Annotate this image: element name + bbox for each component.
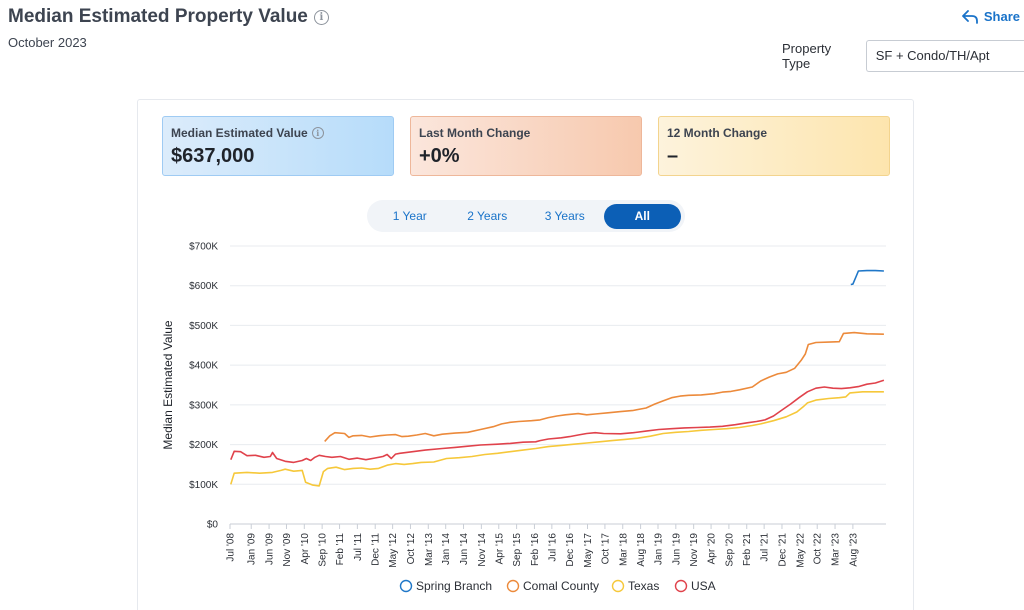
legend-label: Comal County [523,579,599,593]
x-tick-label: Mar '23 [831,533,842,566]
stat-label: 12 Month Change [667,126,768,140]
page-title-text: Median Estimated Property Value [8,6,308,27]
legend-label: USA [691,579,716,593]
stat-label: Median Estimated Value i [171,126,385,140]
info-icon[interactable]: i [311,127,324,139]
info-icon[interactable]: i [313,10,329,25]
stat-last-month-change: Last Month Change +0% [410,116,642,176]
x-tick-label: Jul '21 [760,533,771,562]
x-tick-label: Jul '08 [226,533,237,562]
x-tick-label: May '12 [388,533,399,568]
legend-item-usa[interactable]: USA [674,579,716,593]
x-tick-label: Feb '21 [742,533,753,566]
y-tick-label: $400K [189,361,218,372]
x-tick-label: Sep '15 [512,533,523,567]
share-label: Share [983,9,1020,24]
x-tick-label: Nov '19 [689,533,700,567]
share-icon [961,9,978,24]
x-tick-label: Mar '13 [424,533,435,566]
y-tick-label: $0 [207,520,219,531]
series-line-comal-county[interactable] [324,331,884,442]
stat-value: $637,000 [171,145,255,167]
x-tick-label: Jul '16 [547,533,558,562]
page-subtitle: October 2023 [8,35,87,50]
legend-item-comal-county[interactable]: Comal County [506,579,600,593]
property-type-select[interactable]: SF + Condo/TH/Apt [865,40,1024,72]
y-tick-label: $700K [189,242,218,253]
x-tick-label: Nov '14 [477,533,488,567]
x-tick-label: Feb '16 [530,533,541,566]
x-tick-label: Aug '18 [636,533,647,567]
stat-label-text: Median Estimated Value [171,126,308,140]
x-tick-label: Jul '11 [353,533,364,561]
x-tick-label: Sep '10 [318,533,329,567]
legend-marker [674,579,688,593]
range-tabs: 1 Year 2 Years 3 Years All [367,200,685,232]
x-tick-label: Dec '21 [777,533,788,567]
legend-item-texas[interactable]: Texas [611,579,660,593]
legend-marker [611,579,625,593]
y-tick-label: $500K [189,321,218,332]
tab-2-years[interactable]: 2 Years [467,208,508,223]
y-tick-label: $300K [189,400,218,411]
page-title: Median Estimated Property Value i [8,6,329,28]
x-tick-label: Oct '22 [813,533,824,565]
legend-label: Texas [628,579,659,593]
x-tick-label: Nov '09 [282,533,293,567]
series-line-texas[interactable] [230,391,884,487]
stat-value: – [667,145,679,167]
x-tick-label: Apr '10 [300,533,311,565]
x-tick-label: Dec '16 [565,533,576,567]
stat-12-month-change: 12 Month Change – [658,116,890,176]
legend-marker [399,579,413,593]
x-tick-label: Apr '15 [494,533,505,565]
x-tick-label: Dec '11 [371,533,382,566]
stat-median-value: Median Estimated Value i $637,000 [162,116,394,176]
property-type-label: Property Type [782,41,832,71]
legend-label: Spring Branch [416,579,492,593]
x-tick-label: Jan '14 [441,533,452,565]
legend-marker [506,579,520,593]
x-tick-label: Sep '20 [724,533,735,567]
x-tick-label: Oct '17 [600,533,611,565]
series-line-spring-branch[interactable] [850,269,884,286]
legend-item-spring-branch[interactable]: Spring Branch [399,579,493,593]
x-tick-label: Jan '19 [653,533,664,565]
x-tick-label: Feb '11 [335,533,346,566]
x-tick-label: Jan '09 [247,533,258,565]
chart-card: Median Estimated Value i $637,000 Last Mo… [137,99,914,610]
tab-all[interactable]: All [603,203,681,229]
x-tick-label: Aug '23 [848,533,859,567]
x-tick-label: Jun '09 [265,533,276,565]
x-tick-label: May '22 [795,533,806,568]
tab-3-years[interactable]: 3 Years [544,208,585,223]
x-tick-label: Mar '18 [618,533,629,566]
stat-value: +0% [419,145,460,167]
tab-1-year[interactable]: 1 Year [392,208,427,223]
x-tick-label: May '17 [583,533,594,568]
series-line-usa[interactable] [230,379,885,464]
y-tick-label: $100K [189,480,218,491]
y-tick-label: $200K [189,440,218,451]
stat-label: Last Month Change [419,126,531,140]
y-tick-label: $600K [189,281,218,292]
x-tick-label: Oct '12 [406,533,417,565]
share-button[interactable]: Share [961,9,1020,24]
y-axis-title: Median Estimated Value [161,320,175,450]
x-tick-label: Jun '19 [671,533,682,565]
x-tick-label: Jun '14 [459,533,470,565]
x-tick-label: Apr '20 [707,533,718,565]
property-type-control: Property Type SF + Condo/TH/Apt [782,40,1024,72]
